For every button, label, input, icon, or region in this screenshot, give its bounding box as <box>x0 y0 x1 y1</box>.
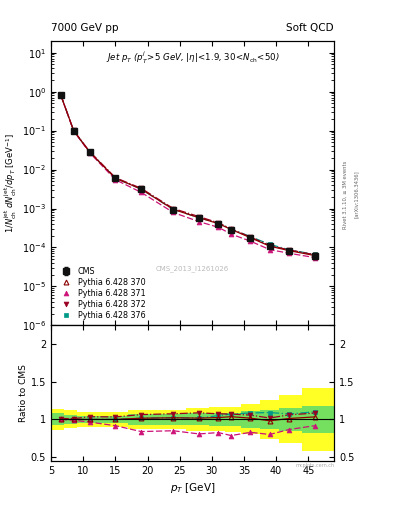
Pythia 6.428 371 <box>229 231 233 237</box>
Text: Rivet 3.1.10, ≥ 3M events: Rivet 3.1.10, ≥ 3M events <box>343 160 348 229</box>
Pythia 6.428 376 <box>87 149 92 155</box>
Pythia 6.428 371 <box>216 224 220 230</box>
Pythia 6.428 376 <box>71 127 76 134</box>
Pythia 6.428 376 <box>139 186 143 192</box>
Text: 7000 GeV pp: 7000 GeV pp <box>51 23 119 33</box>
Text: Jet $p_T$ ($p^j_T\!>\!5$ GeV, $|\eta|\!<\!1.9$, $30\!<\!N_\mathrm{ch}\!<\!50$): Jet $p_T$ ($p^j_T\!>\!5$ GeV, $|\eta|\!<… <box>106 50 279 66</box>
Line: Pythia 6.428 371: Pythia 6.428 371 <box>58 93 317 260</box>
Pythia 6.428 370 <box>87 149 92 155</box>
Pythia 6.428 370 <box>196 215 201 221</box>
Pythia 6.428 370 <box>171 206 176 212</box>
Text: mcplots.cern.ch: mcplots.cern.ch <box>295 463 334 468</box>
Pythia 6.428 372 <box>216 220 220 226</box>
Pythia 6.428 372 <box>71 127 76 134</box>
Pythia 6.428 372 <box>229 226 233 232</box>
Pythia 6.428 376 <box>113 175 118 181</box>
Text: [arXiv:1306.3436]: [arXiv:1306.3436] <box>354 170 359 219</box>
Pythia 6.428 371 <box>87 150 92 156</box>
Pythia 6.428 371 <box>59 92 63 98</box>
Pythia 6.428 376 <box>216 220 220 226</box>
Legend: CMS, Pythia 6.428 370, Pythia 6.428 371, Pythia 6.428 372, Pythia 6.428 376: CMS, Pythia 6.428 370, Pythia 6.428 371,… <box>55 265 147 322</box>
Pythia 6.428 370 <box>113 175 118 181</box>
Pythia 6.428 376 <box>196 215 201 221</box>
Text: Soft QCD: Soft QCD <box>286 23 334 33</box>
Pythia 6.428 371 <box>139 189 143 196</box>
Pythia 6.428 372 <box>171 205 176 211</box>
Pythia 6.428 372 <box>286 247 291 253</box>
Pythia 6.428 372 <box>87 148 92 155</box>
Pythia 6.428 372 <box>196 214 201 220</box>
Pythia 6.428 370 <box>139 186 143 192</box>
Pythia 6.428 371 <box>71 127 76 134</box>
Line: Pythia 6.428 370: Pythia 6.428 370 <box>58 93 317 258</box>
Pythia 6.428 371 <box>267 247 272 253</box>
Pythia 6.428 376 <box>59 92 63 98</box>
Pythia 6.428 371 <box>171 209 176 216</box>
X-axis label: $p_T$ [GeV]: $p_T$ [GeV] <box>170 481 215 495</box>
Pythia 6.428 370 <box>229 226 233 232</box>
Pythia 6.428 376 <box>248 233 253 240</box>
Pythia 6.428 371 <box>312 254 317 261</box>
Pythia 6.428 370 <box>216 221 220 227</box>
Pythia 6.428 376 <box>171 206 176 212</box>
Line: Pythia 6.428 376: Pythia 6.428 376 <box>59 93 316 256</box>
Pythia 6.428 370 <box>267 243 272 249</box>
Pythia 6.428 370 <box>312 252 317 259</box>
Text: CMS_2013_I1261026: CMS_2013_I1261026 <box>156 265 229 272</box>
Pythia 6.428 372 <box>59 92 63 98</box>
Pythia 6.428 371 <box>196 219 201 225</box>
Pythia 6.428 376 <box>267 241 272 247</box>
Pythia 6.428 372 <box>248 234 253 240</box>
Pythia 6.428 376 <box>312 251 317 258</box>
Pythia 6.428 376 <box>286 247 291 253</box>
Pythia 6.428 372 <box>267 243 272 249</box>
Pythia 6.428 370 <box>71 127 76 134</box>
Pythia 6.428 372 <box>312 252 317 258</box>
Pythia 6.428 376 <box>229 226 233 232</box>
Pythia 6.428 370 <box>59 92 63 98</box>
Pythia 6.428 371 <box>113 177 118 183</box>
Pythia 6.428 372 <box>139 185 143 191</box>
Pythia 6.428 370 <box>286 247 291 253</box>
Y-axis label: Ratio to CMS: Ratio to CMS <box>19 364 28 422</box>
Pythia 6.428 370 <box>248 234 253 241</box>
Pythia 6.428 371 <box>286 250 291 257</box>
Pythia 6.428 371 <box>248 238 253 244</box>
Line: Pythia 6.428 372: Pythia 6.428 372 <box>58 92 317 257</box>
Pythia 6.428 372 <box>113 175 118 181</box>
Y-axis label: $1/N_\mathrm{ch}^\mathrm{jet}\ dN_\mathrm{ch}^\mathrm{jet}/dp_T\ [\mathrm{GeV}^{: $1/N_\mathrm{ch}^\mathrm{jet}\ dN_\mathr… <box>3 133 19 233</box>
